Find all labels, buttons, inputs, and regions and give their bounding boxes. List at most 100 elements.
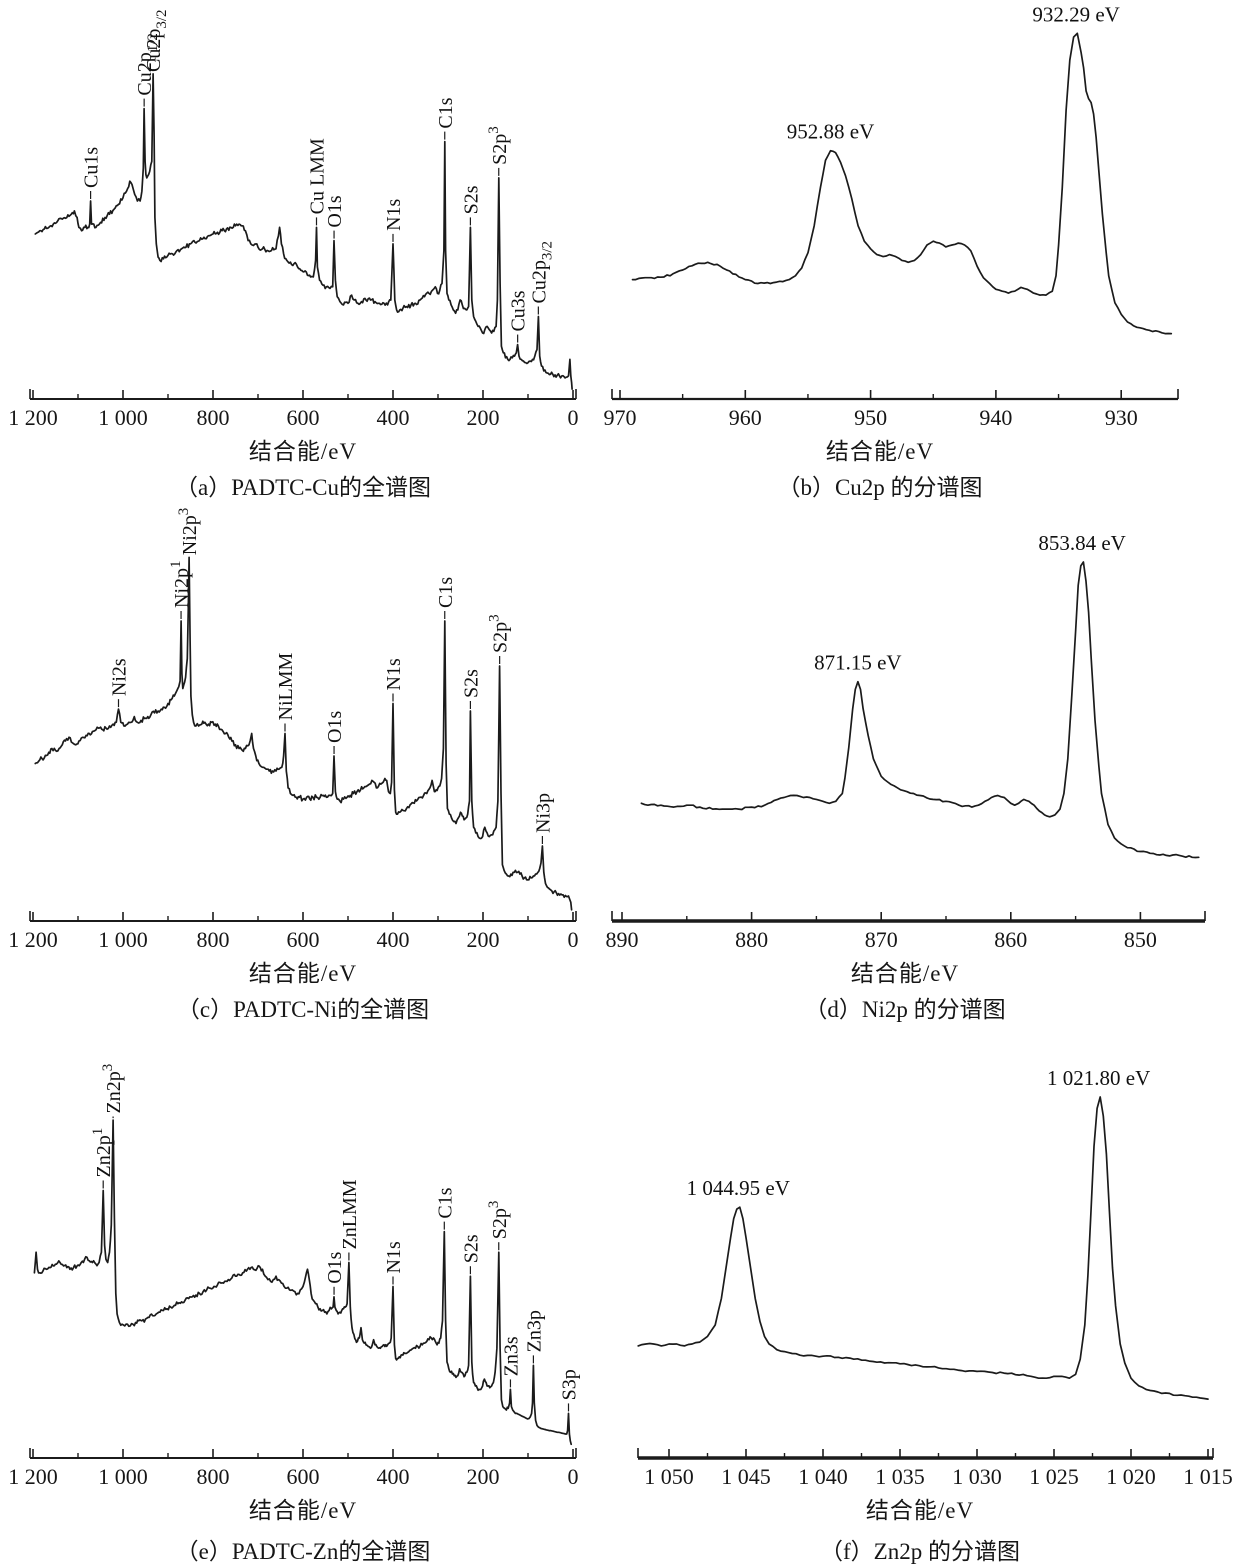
peak-energy-annotation: 952.88 eV (787, 120, 875, 144)
panel-a: 1 200 1 000 800 600 400 200 0Cu1sCu2p1/2Cu2p3/… (8, 9, 578, 430)
tick-label: 940 (979, 405, 1012, 430)
peak-label: Cu2p3/2 (528, 241, 555, 304)
peak-energy-annotation: 932.29 eV (1032, 2, 1120, 26)
tick-label: 400 (377, 405, 410, 430)
x-axis-title-e: 结合能/eV (248, 1498, 358, 1523)
caption-panel-a: （a）PADTC-Cu的全谱图 (175, 475, 431, 500)
x-axis: 970 960 950 940 930 (604, 389, 1179, 430)
tick-label: 200 (467, 1464, 500, 1489)
tick-label: 880 (735, 927, 768, 952)
tick-label: 1 000 (98, 405, 148, 430)
peak-label: C1s (434, 1187, 456, 1218)
tick-label: 950 (854, 405, 887, 430)
peak-label: Cu3s (508, 290, 530, 331)
peak-label: C1s (435, 97, 457, 128)
peak-label: Cu2p1/2 (134, 33, 161, 96)
tick-label: 1 030 (952, 1464, 1002, 1489)
peak-label: Zn3s (500, 1336, 522, 1376)
peak-label: Ni2p3 (176, 508, 201, 556)
peak-label: NiLMM (275, 653, 297, 721)
tick-label: 930 (1105, 405, 1138, 430)
peak-label: ZnLMM (339, 1179, 361, 1249)
panel-e: 1 200 1 000 800 600 400 200 0 Zn2p1 Zn2p3 O1sZnLM… (8, 1064, 580, 1489)
tick-label: 1 015 (1183, 1464, 1233, 1489)
tick-label: 1 020 (1106, 1464, 1156, 1489)
x-axis-title-c: 结合能/eV (248, 961, 358, 986)
peak-label: Zn3p (523, 1310, 545, 1352)
peak-label: C1s (435, 577, 457, 608)
tick-label: 1 040 (798, 1464, 848, 1489)
x-axis-title-d: 结合能/eV (850, 961, 960, 986)
peak-energy-annotation: 871.15 eV (814, 651, 902, 675)
tick-label: 1 050 (644, 1464, 694, 1489)
tick-label: 0 (568, 1464, 579, 1489)
spectrum-curve (631, 32, 1173, 335)
caption-panel-e: （e）PADTC-Zn的全谱图 (175, 1539, 431, 1564)
peak-label: S2p3 (486, 126, 511, 165)
tick-label: 200 (467, 405, 500, 430)
peak-label: Cu LMM (307, 138, 329, 214)
peak-label: O1s (324, 195, 346, 227)
peak-label: N1s (383, 1241, 405, 1273)
panel-b: 970 960 950 940 930 952.88 eV 932.29 eV (604, 2, 1179, 430)
panel-d: 890 880 870 860 850 871.15 eV 853.84 eV (606, 531, 1206, 952)
x-axis: 1 050 1 045 1 040 1 035 1 030 1 025 1 020 1 015 (637, 1448, 1233, 1489)
tick-label: 1 200 (8, 927, 58, 952)
tick-label: 860 (994, 927, 1027, 952)
tick-label: 800 (197, 405, 230, 430)
peak-energy-annotation: 1 021.80 eV (1047, 1066, 1150, 1090)
peak-label: N1s (383, 198, 405, 230)
peak-energy-annotation: 853.84 eV (1038, 531, 1126, 555)
tick-label: 200 (467, 927, 500, 952)
tick-label: 1 025 (1029, 1464, 1079, 1489)
peak-label: Cu2p3/2 (143, 9, 170, 72)
tick-label: 890 (606, 927, 639, 952)
tick-label: 800 (197, 927, 230, 952)
peak-label: S2s (460, 185, 482, 214)
peak-label: Zn2p3 (100, 1064, 125, 1114)
tick-label: 970 (604, 405, 637, 430)
spectrum-curve (33, 1119, 573, 1446)
tick-label: 600 (287, 405, 320, 430)
tick-label: 870 (865, 927, 898, 952)
peak-label: S2p3 (487, 614, 512, 653)
peak-label: O1s (324, 1251, 346, 1283)
tick-label: 1 200 (8, 405, 58, 430)
peak-label: O1s (324, 711, 346, 743)
panel-f: 1 050 1 045 1 040 1 035 1 030 1 025 1 020 1 015… (637, 1066, 1233, 1489)
tick-label: 0 (568, 405, 579, 430)
caption-panel-f: （f）Zn2p 的分谱图 (820, 1539, 1020, 1564)
caption-panel-c: （c）PADTC-Ni的全谱图 (176, 997, 430, 1022)
tick-label: 960 (729, 405, 762, 430)
peak-label: N1s (383, 658, 405, 690)
panel-c: 1 200 1 000 800 600 400 200 0 Ni2s Ni2p1 Ni2p3 NiL… (8, 508, 578, 952)
peak-label: S2s (460, 1234, 482, 1263)
x-axis-title-f: 结合能/eV (865, 1498, 975, 1523)
spectrum-curve (34, 73, 573, 390)
caption-panel-d: （d）Ni2p 的分谱图 (804, 997, 1006, 1022)
tick-label: 400 (377, 927, 410, 952)
tick-label: 600 (287, 927, 320, 952)
peak-label: Cu1s (81, 147, 103, 188)
peak-label: Zn2p1 (90, 1128, 115, 1178)
spectrum-curve (637, 1096, 1209, 1400)
tick-label: 800 (197, 1464, 230, 1489)
x-axis: 1 200 1 000 800 600 400 200 0 (8, 1448, 579, 1489)
caption-panel-b: （b）Cu2p 的分谱图 (777, 475, 983, 500)
x-axis-title-a: 结合能/eV (248, 439, 358, 464)
tick-label: 850 (1124, 927, 1157, 952)
tick-label: 1 045 (721, 1464, 771, 1489)
tick-label: 0 (568, 927, 579, 952)
spectrum-curve (640, 561, 1200, 859)
peak-label: S2s (460, 669, 482, 698)
peak-label: Ni2s (109, 658, 131, 696)
peak-label: Ni3p (532, 793, 554, 833)
tick-label: 400 (377, 1464, 410, 1489)
tick-label: 600 (287, 1464, 320, 1489)
tick-label: 1 200 (8, 1464, 58, 1489)
tick-label: 1 000 (98, 1464, 148, 1489)
tick-label: 1 000 (98, 927, 148, 952)
peak-label: S3p (559, 1369, 581, 1400)
